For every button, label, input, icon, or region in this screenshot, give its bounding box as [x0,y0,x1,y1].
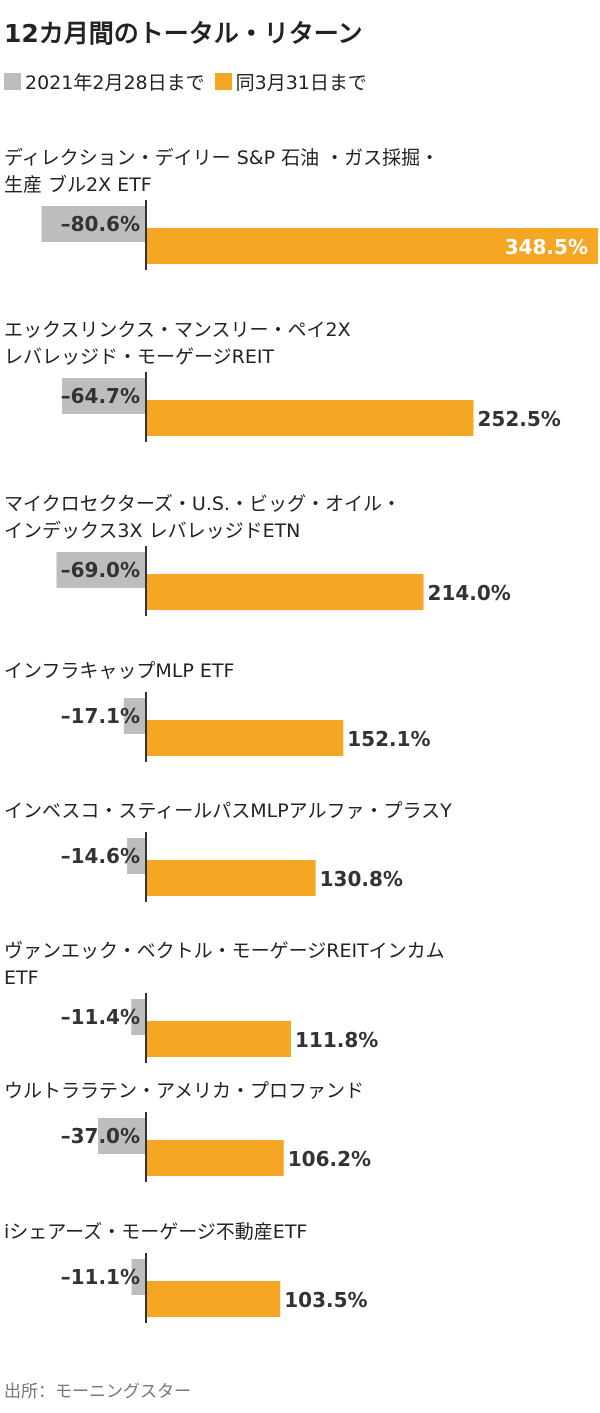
data-label-before: –17.1% [61,704,140,728]
legend: 2021年2月28日まで 同3月31日まで [4,68,377,95]
category-label: レバレッジド・モーゲージREIT [4,346,274,368]
legend-swatch-before [4,73,21,90]
data-label-after: 111.8% [295,1028,378,1052]
bar-after [146,860,316,896]
bar-before [131,1259,146,1295]
category-label: 生産 ブル2X ETF [4,173,152,196]
bar-after [146,400,474,436]
data-label-after: 130.8% [320,867,403,891]
data-label-before: –14.6% [61,844,140,868]
category-label: インフラキャップMLP ETF [4,660,234,682]
data-label-before: –37.0% [61,1124,140,1148]
bar-after [146,1140,284,1176]
data-label-before: –64.7% [61,384,140,408]
legend-swatch-after [214,73,232,90]
bar-after [146,574,424,610]
category-label: ヴァンエック・ベクトル・モーゲージREITインカム [4,940,445,962]
category-label: ETF [4,967,39,989]
category-label: ディレクション・デイリー S&P 石油 ・ガス採掘・ [4,147,439,169]
bar-before [127,838,146,874]
bar-before [56,552,147,588]
source-note: 出所：モーニングスター [4,1382,191,1402]
legend-label-after: 同3月31日まで [235,72,367,94]
bar-before [131,999,146,1035]
data-label-before: –69.0% [61,558,140,582]
data-label-after: 214.0% [428,581,511,605]
data-label-after: 106.2% [288,1147,371,1171]
bar-before [41,206,146,242]
bar-before [123,698,146,734]
data-label-after: 348.5% [505,235,588,259]
data-label-after: 252.5% [477,407,560,431]
category-label: インベスコ・スティールパスMLPアルファ・プラスY [4,800,452,822]
bar-after [146,1021,292,1057]
category-label: iシェアーズ・モーゲージ不動産ETF [4,1221,307,1243]
data-label-before: –80.6% [61,212,140,236]
bar-before [62,378,147,414]
category-label: ウルトララテン・アメリカ・プロファンド [4,1080,364,1102]
category-label: マイクロセクターズ・U.S.・ビッグ・オイル・ [4,493,401,515]
bar-after [146,228,598,264]
data-label-after: 103.5% [284,1288,367,1312]
data-label-after: 152.1% [347,727,430,751]
chart-title: 12カ月間のトータル・リターン [4,19,363,48]
data-label-before: –11.4% [61,1005,140,1029]
category-label: エックスリンクス・マンスリー・ペイ2X [4,319,351,341]
legend-item-after: 同3月31日まで [214,68,367,95]
legend-item-before: 2021年2月28日まで [4,68,205,95]
category-label: インデックス3X レバレッジドETN [4,520,300,542]
data-label-before: –11.1% [61,1265,140,1289]
bar-before [98,1118,146,1154]
bar-after [146,1281,281,1317]
legend-label-before: 2021年2月28日まで [25,72,205,94]
bar-after [146,720,344,756]
